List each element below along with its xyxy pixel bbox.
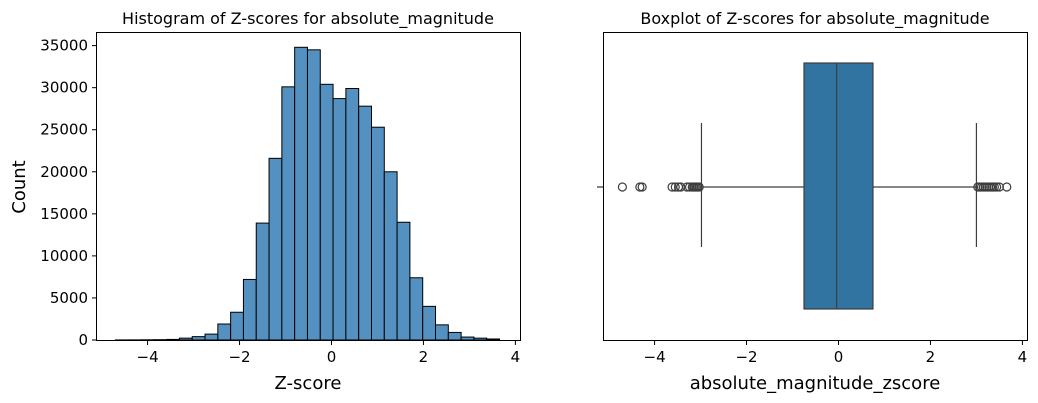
boxplot-axes-frame (603, 32, 1028, 341)
histogram-y-tick-label: 25000 (40, 121, 88, 139)
histogram-bar (345, 88, 360, 341)
boxplot-outlier-point (635, 182, 645, 192)
histogram-axes-frame (96, 32, 521, 341)
boxplot-outlier-point (989, 182, 999, 192)
histogram-bar (294, 46, 308, 341)
histogram-y-tick-label: 15000 (40, 205, 88, 223)
histogram-bar (370, 126, 385, 341)
histogram-x-tick-label: −2 (228, 348, 250, 366)
histogram-y-tick-label: 0 (78, 331, 88, 349)
histogram-bar (281, 86, 296, 341)
histogram-bar (204, 333, 219, 341)
boxplot-outlier-point (1002, 182, 1012, 192)
histogram-y-tick-label: 5000 (50, 289, 88, 307)
histogram-bar (332, 98, 347, 341)
boxplot-box (803, 62, 874, 310)
boxplot-outlier-point (637, 182, 647, 192)
histogram-bar (191, 336, 206, 341)
histogram-x-tick-label: 2 (419, 348, 429, 366)
boxplot-outlier-point (676, 182, 686, 192)
boxplot-panel: Boxplot of Z-scores for absolute_magnitu… (597, 9, 1028, 394)
histogram-x-tick-label: 0 (327, 348, 337, 366)
histogram-x-tick-label: 4 (511, 348, 521, 366)
histogram-bar (396, 221, 411, 341)
boxplot-x-tick-label: 0 (834, 348, 844, 366)
boxplot-outlier-point (670, 182, 680, 192)
boxplot-outlier-point (667, 182, 677, 192)
boxplot-x-tick-label: −4 (644, 348, 666, 366)
histogram-panel: Histogram of Z-scores for absolute_magni… (9, 9, 521, 394)
histogram-bar (255, 222, 270, 341)
boxplot-outlier-point (992, 182, 1002, 192)
boxplot-outliers (617, 182, 1012, 192)
boxplot-outlier-point (694, 182, 704, 192)
histogram-x-label: Z-score (275, 373, 342, 394)
boxplot-outlier-point (994, 182, 1005, 192)
histogram-x-tick-label: −4 (137, 348, 159, 366)
boxplot-x-tick-label: −2 (735, 348, 757, 366)
histogram-bar (178, 337, 193, 341)
histogram-bar (409, 277, 424, 341)
histogram-bar (486, 338, 501, 341)
boxplot-x-ticks: −4 −2 0 2 4 (644, 340, 1028, 366)
histogram-bar (166, 338, 180, 341)
histogram-bar (383, 171, 398, 341)
histogram-bar (460, 336, 475, 341)
boxplot-x-tick-label: 4 (1018, 348, 1028, 366)
histogram-bar (435, 324, 449, 341)
histogram-bar (217, 323, 232, 341)
histogram-bar (319, 83, 334, 341)
histogram-bar (473, 337, 488, 341)
histogram-bar (230, 311, 244, 341)
histogram-y-ticks: 0 5000 10000 15000 20000 25000 30000 35000 (40, 37, 97, 349)
histogram-bar (422, 305, 437, 341)
boxplot-x-tick-label: 2 (926, 348, 936, 366)
histogram-y-tick-label: 20000 (40, 163, 88, 181)
histogram-y-tick-label: 10000 (40, 247, 88, 265)
histogram-bar (447, 331, 462, 341)
histogram-title: Histogram of Z-scores for absolute_magni… (122, 9, 494, 29)
boxplot-title: Boxplot of Z-scores for absolute_magnitu… (640, 9, 989, 29)
histogram-bar (306, 49, 321, 341)
histogram-bar (358, 105, 372, 341)
boxplot-x-label: absolute_magnitude_zscore (690, 373, 941, 394)
histogram-bar (242, 278, 257, 341)
boxplot-outlier-point (617, 182, 627, 192)
histogram-y-tick-label: 30000 (40, 79, 88, 97)
histogram-bars (114, 46, 501, 341)
histogram-y-tick-label: 35000 (40, 37, 88, 55)
histogram-bar (268, 157, 283, 341)
histogram-y-label: Count (9, 160, 30, 213)
histogram-x-ticks: −4 −2 0 2 4 (137, 340, 521, 366)
boxplot-body (700, 62, 978, 310)
